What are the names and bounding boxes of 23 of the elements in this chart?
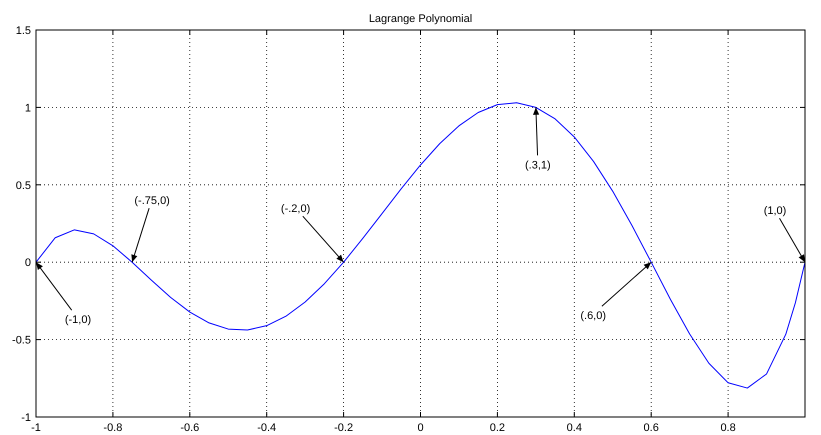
annotation: (.6,0): [580, 310, 606, 322]
x-tick-label: 0.6: [644, 422, 659, 434]
y-tick-label: 0.5: [16, 180, 31, 192]
annotation: (-.75,0): [134, 195, 170, 208]
x-tick-label: 0.4: [566, 422, 582, 434]
line-series: [36, 102, 805, 389]
x-tick-label: -0.4: [257, 422, 276, 434]
x-tick-label: 0.8: [720, 422, 736, 434]
y-tick-label: -1: [21, 412, 31, 424]
y-tick-label: 0: [24, 257, 31, 270]
x-tick-label: -0.2: [334, 422, 354, 434]
x-tick-label: -0.8: [103, 422, 122, 434]
annotation: (-.2,0): [280, 203, 310, 216]
y-tick-label: 1: [24, 102, 31, 114]
y-tick-label: 1.5: [16, 25, 31, 37]
chart-title: Lagrange Polynomial: [368, 13, 472, 25]
x-tick-label: 0: [417, 422, 424, 434]
y-tick-label: -0.5: [12, 334, 31, 347]
annotation: (1,0): [764, 205, 786, 218]
annotation: (-1,0): [64, 314, 92, 326]
annotation: (.3,1): [525, 159, 551, 172]
x-tick-label: -0.6: [180, 422, 200, 434]
x-tick-label: 0.2: [490, 422, 506, 434]
